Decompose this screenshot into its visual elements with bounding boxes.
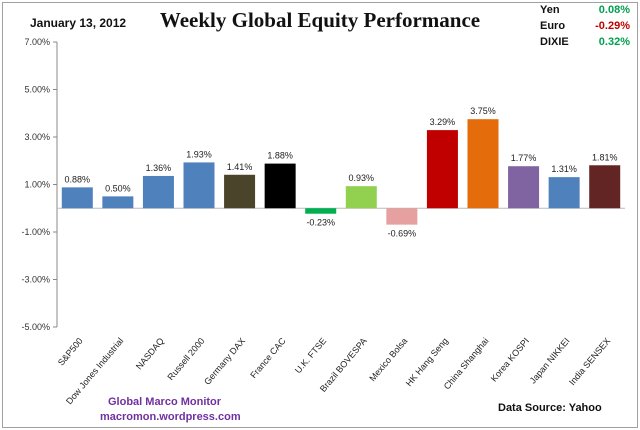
y-tick-label: -1.00% xyxy=(21,227,50,237)
bar xyxy=(305,208,337,214)
x-tick-label: HK Hang Seng xyxy=(404,336,450,388)
bar xyxy=(589,165,621,209)
data-label: 1.31% xyxy=(551,164,577,174)
data-label: 1.36% xyxy=(146,163,172,173)
credit-name: Global Marco Monitor xyxy=(108,396,222,408)
x-tick-label: France CAC xyxy=(248,335,288,380)
date-label: January 13, 2012 xyxy=(30,16,127,30)
y-tick-label: 5.00% xyxy=(24,85,50,95)
bar xyxy=(183,162,215,209)
y-tick-label: 7.00% xyxy=(24,37,50,47)
data-label: 3.29% xyxy=(430,117,456,127)
currency-value-euro: -0.29% xyxy=(595,20,630,32)
bar xyxy=(142,175,174,209)
x-tick-label: Germany DAX xyxy=(202,336,247,387)
bar xyxy=(264,163,296,209)
currency-value-dixie: 0.32% xyxy=(598,36,630,48)
y-tick-label: 1.00% xyxy=(24,180,50,190)
x-tick-label: NASDAQ xyxy=(134,336,166,372)
y-tick-label: 3.00% xyxy=(24,132,50,142)
data-label: 0.93% xyxy=(349,173,375,183)
y-tick-label: -3.00% xyxy=(21,275,50,285)
credit-site[interactable]: macromon.wordpress.com xyxy=(100,411,241,423)
bar xyxy=(224,174,256,209)
x-tick-label: U.K. FTSE xyxy=(293,336,328,375)
currency-value-yen: 0.08% xyxy=(598,4,630,16)
data-label: -0.69% xyxy=(388,229,417,239)
x-tick-label: Mexico Bolsa xyxy=(367,336,409,383)
bar xyxy=(345,186,377,209)
x-tick-label: India SENSEX xyxy=(567,336,612,387)
bar xyxy=(61,187,93,209)
data-label: 0.50% xyxy=(105,183,131,193)
data-label: 0.88% xyxy=(65,174,91,184)
data-label: 1.81% xyxy=(592,152,618,162)
x-tick-label: Japan NIKKEI xyxy=(528,336,572,386)
bar xyxy=(548,177,580,209)
data-label: 1.88% xyxy=(267,151,293,161)
data-label: 1.41% xyxy=(227,162,253,172)
bar xyxy=(102,196,134,209)
data-source: Data Source: Yahoo xyxy=(498,402,602,414)
chart-title: Weekly Global Equity Performance xyxy=(159,8,481,32)
x-tick-label: S&P500 xyxy=(56,336,85,368)
bar xyxy=(426,130,458,209)
currency-name-euro: Euro xyxy=(540,20,566,32)
x-tick-label: Russell 2000 xyxy=(165,336,206,382)
currency-name-yen: Yen xyxy=(540,4,560,16)
currency-name-dixie: DIXIE xyxy=(540,36,569,48)
data-label: -0.23% xyxy=(306,218,335,228)
x-tick-label: Korea KOSPI xyxy=(489,336,531,384)
bar xyxy=(467,119,499,209)
data-label: 1.77% xyxy=(511,153,537,163)
x-tick-label: China Shanghai xyxy=(442,336,491,392)
bar xyxy=(386,208,418,225)
bar xyxy=(508,166,540,209)
data-label: 3.75% xyxy=(470,106,496,116)
data-label: 1.93% xyxy=(186,149,212,159)
y-tick-label: -5.00% xyxy=(21,322,50,332)
